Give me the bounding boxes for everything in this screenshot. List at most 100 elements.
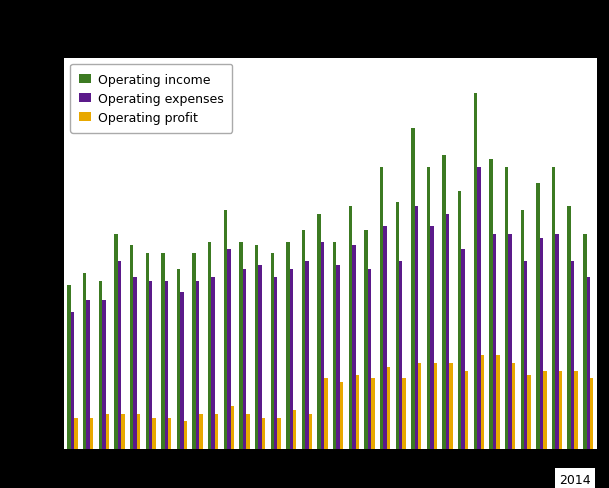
- Bar: [274, 277, 278, 449]
- Bar: [149, 281, 152, 449]
- Bar: [177, 269, 180, 449]
- Bar: [224, 211, 227, 449]
- Bar: [262, 418, 265, 449]
- Bar: [583, 234, 586, 449]
- Bar: [290, 269, 293, 449]
- Bar: [231, 406, 234, 449]
- Bar: [496, 355, 499, 449]
- Bar: [558, 371, 562, 449]
- Bar: [505, 168, 509, 449]
- Bar: [571, 262, 574, 449]
- Bar: [258, 265, 262, 449]
- Bar: [427, 168, 430, 449]
- Bar: [352, 246, 356, 449]
- Bar: [208, 242, 211, 449]
- Bar: [130, 246, 133, 449]
- Bar: [368, 269, 371, 449]
- Bar: [555, 234, 558, 449]
- Bar: [137, 414, 140, 449]
- Bar: [152, 418, 156, 449]
- Bar: [590, 379, 593, 449]
- Bar: [255, 246, 258, 449]
- Bar: [317, 215, 321, 449]
- Legend: Operating income, Operating expenses, Operating profit: Operating income, Operating expenses, Op…: [70, 65, 232, 134]
- Bar: [114, 234, 118, 449]
- Bar: [83, 273, 86, 449]
- Bar: [574, 371, 578, 449]
- Bar: [196, 281, 199, 449]
- Bar: [302, 230, 305, 449]
- Bar: [164, 281, 168, 449]
- Bar: [86, 301, 90, 449]
- Bar: [449, 363, 452, 449]
- Bar: [415, 207, 418, 449]
- Bar: [568, 207, 571, 449]
- Bar: [543, 371, 546, 449]
- Bar: [387, 367, 390, 449]
- Bar: [105, 414, 109, 449]
- Bar: [239, 242, 243, 449]
- Bar: [286, 242, 290, 449]
- Bar: [99, 281, 102, 449]
- Bar: [71, 312, 74, 449]
- Bar: [462, 250, 465, 449]
- Bar: [399, 262, 403, 449]
- Bar: [446, 215, 449, 449]
- Bar: [442, 156, 446, 449]
- Bar: [161, 254, 164, 449]
- Bar: [349, 207, 352, 449]
- Bar: [102, 301, 105, 449]
- Bar: [489, 160, 493, 449]
- Bar: [512, 363, 515, 449]
- Bar: [211, 277, 215, 449]
- Bar: [180, 293, 184, 449]
- Bar: [493, 234, 496, 449]
- Bar: [465, 371, 468, 449]
- Bar: [227, 250, 231, 449]
- Bar: [215, 414, 219, 449]
- Bar: [121, 414, 125, 449]
- Bar: [192, 254, 196, 449]
- Bar: [324, 379, 328, 449]
- Bar: [540, 238, 543, 449]
- Bar: [418, 363, 421, 449]
- Bar: [74, 418, 78, 449]
- Bar: [371, 379, 375, 449]
- Bar: [321, 242, 324, 449]
- Bar: [474, 94, 477, 449]
- Bar: [68, 285, 71, 449]
- Bar: [133, 277, 137, 449]
- Bar: [380, 168, 383, 449]
- Bar: [340, 383, 343, 449]
- Text: 2014: 2014: [559, 472, 591, 486]
- Bar: [509, 234, 512, 449]
- Bar: [270, 254, 274, 449]
- Bar: [552, 168, 555, 449]
- Bar: [278, 418, 281, 449]
- Bar: [524, 262, 527, 449]
- Bar: [246, 414, 250, 449]
- Bar: [396, 203, 399, 449]
- Bar: [403, 379, 406, 449]
- Bar: [333, 242, 337, 449]
- Bar: [521, 211, 524, 449]
- Bar: [411, 129, 415, 449]
- Bar: [337, 265, 340, 449]
- Bar: [243, 269, 246, 449]
- Bar: [477, 168, 481, 449]
- Bar: [293, 410, 297, 449]
- Bar: [430, 226, 434, 449]
- Bar: [364, 230, 368, 449]
- Bar: [527, 375, 531, 449]
- Bar: [309, 414, 312, 449]
- Bar: [146, 254, 149, 449]
- Bar: [199, 414, 203, 449]
- Bar: [356, 375, 359, 449]
- Bar: [184, 422, 187, 449]
- Bar: [536, 183, 540, 449]
- Bar: [434, 363, 437, 449]
- Bar: [458, 191, 462, 449]
- Bar: [481, 355, 484, 449]
- Bar: [168, 418, 172, 449]
- Bar: [383, 226, 387, 449]
